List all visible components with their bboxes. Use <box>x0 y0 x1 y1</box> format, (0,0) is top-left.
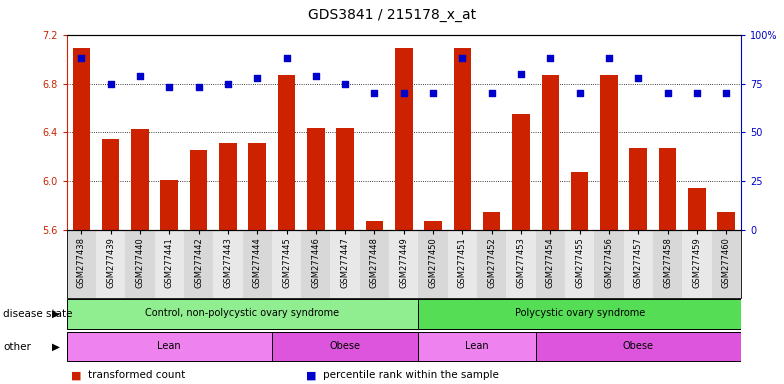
Bar <box>454 48 471 230</box>
Point <box>75 55 88 61</box>
Bar <box>424 220 442 230</box>
Bar <box>307 127 325 230</box>
Bar <box>630 148 647 230</box>
Point <box>515 71 528 77</box>
Text: other: other <box>3 341 31 352</box>
Bar <box>601 75 618 230</box>
Bar <box>72 48 90 230</box>
Point <box>192 84 205 91</box>
Text: GDS3841 / 215178_x_at: GDS3841 / 215178_x_at <box>308 8 476 22</box>
Point <box>426 90 439 96</box>
Text: ▶: ▶ <box>52 341 60 352</box>
Point <box>222 81 234 87</box>
Bar <box>542 75 559 230</box>
Point <box>368 90 381 96</box>
Bar <box>278 75 296 230</box>
Point <box>720 90 732 96</box>
Text: Control, non-polycystic ovary syndrome: Control, non-polycystic ovary syndrome <box>146 308 339 318</box>
Point <box>251 74 263 81</box>
Bar <box>512 114 530 230</box>
Point <box>397 90 410 96</box>
Text: Lean: Lean <box>158 341 181 351</box>
Text: transformed count: transformed count <box>88 370 185 380</box>
Text: Lean: Lean <box>465 341 489 351</box>
Bar <box>659 148 677 230</box>
Bar <box>131 129 149 230</box>
Bar <box>717 212 735 230</box>
Point <box>339 81 351 87</box>
Point <box>485 90 498 96</box>
Point <box>662 90 674 96</box>
Point <box>133 73 146 79</box>
Text: ■: ■ <box>306 370 316 380</box>
Text: ▶: ▶ <box>52 309 60 319</box>
Bar <box>336 127 354 230</box>
Bar <box>190 150 207 230</box>
Bar <box>571 172 589 230</box>
Text: Obese: Obese <box>622 341 654 351</box>
Bar <box>535 332 741 361</box>
Bar <box>219 144 237 230</box>
Point <box>573 90 586 96</box>
Point <box>280 55 292 61</box>
Point <box>163 84 176 91</box>
Bar <box>419 332 535 361</box>
Bar <box>483 212 500 230</box>
Bar <box>419 299 741 329</box>
Point <box>632 74 644 81</box>
Point <box>456 55 469 61</box>
Point <box>544 55 557 61</box>
Text: Polycystic ovary syndrome: Polycystic ovary syndrome <box>514 308 644 318</box>
Bar <box>67 299 419 329</box>
Text: disease state: disease state <box>3 309 73 319</box>
Point <box>104 81 117 87</box>
Point <box>691 90 703 96</box>
Bar <box>688 187 706 230</box>
Bar <box>395 48 412 230</box>
Text: ■: ■ <box>71 370 81 380</box>
Point <box>603 55 615 61</box>
Bar <box>272 332 419 361</box>
Bar <box>249 144 266 230</box>
Bar <box>161 180 178 230</box>
Bar <box>67 332 272 361</box>
Text: percentile rank within the sample: percentile rank within the sample <box>323 370 499 380</box>
Text: Obese: Obese <box>329 341 361 351</box>
Bar <box>365 220 383 230</box>
Bar <box>102 139 119 230</box>
Point <box>310 73 322 79</box>
